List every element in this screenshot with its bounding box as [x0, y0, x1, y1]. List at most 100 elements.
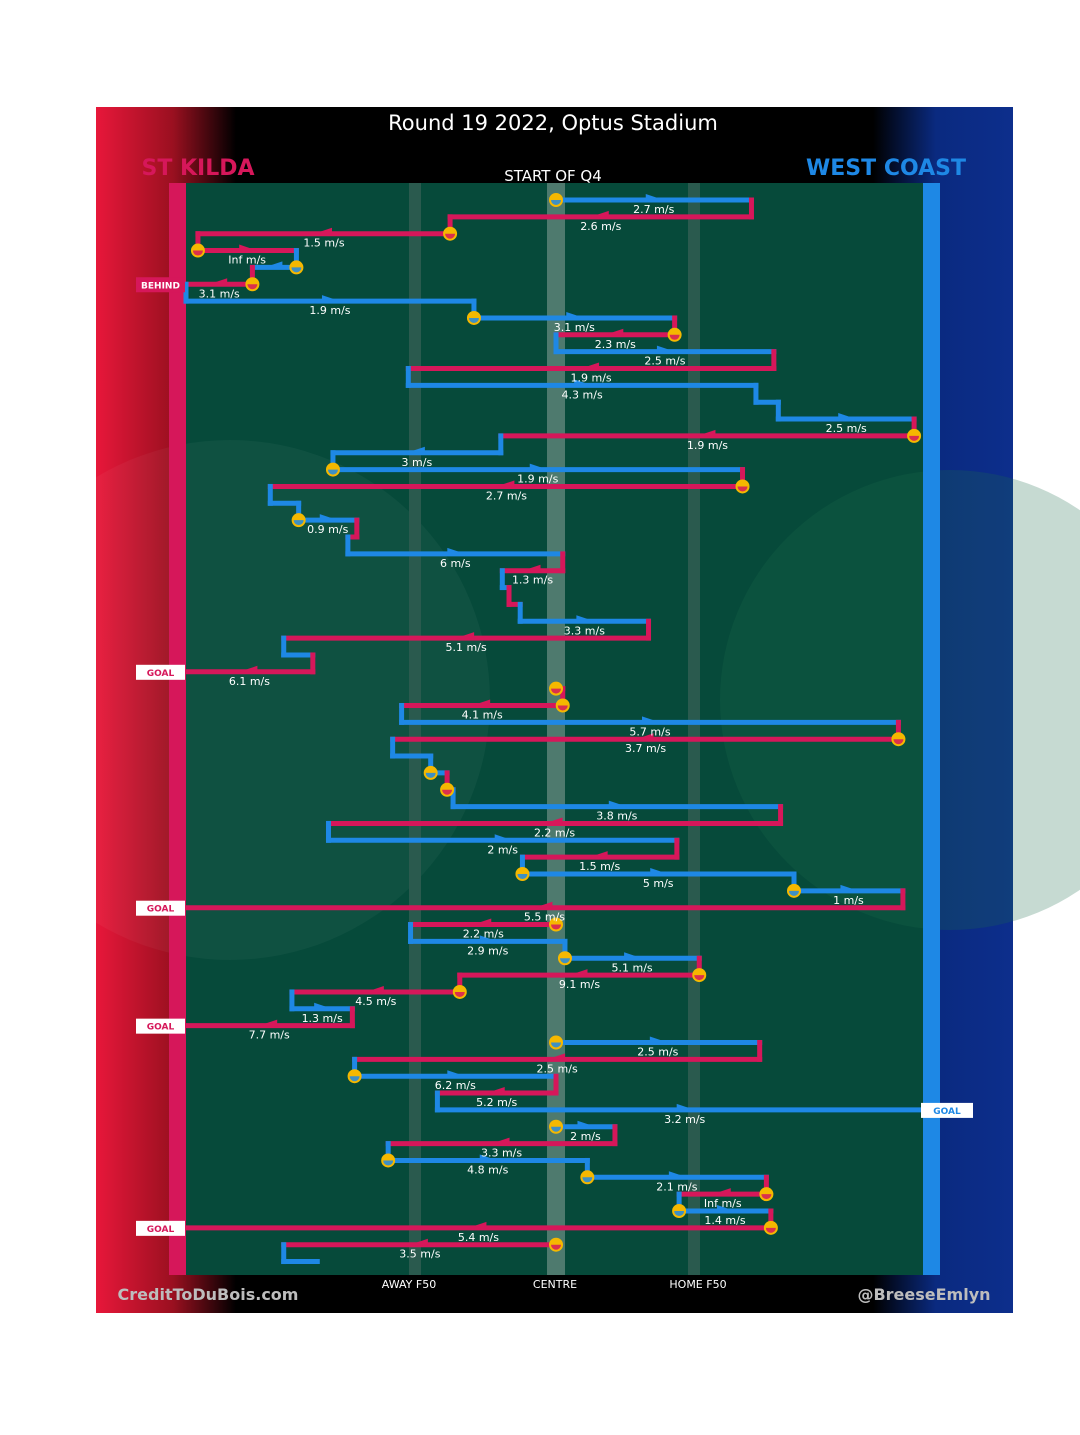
chain-arrow: [406, 446, 425, 454]
speed-label: 6 m/s: [440, 557, 471, 570]
stoppage-marker-ring: [440, 782, 455, 797]
speed-label: 3.1 m/s: [554, 321, 595, 334]
stoppage-marker-ring: [759, 1187, 774, 1202]
markers-layer: [190, 193, 922, 1252]
chain-arrow: [569, 969, 588, 977]
speed-label: 6.2 m/s: [435, 1079, 476, 1092]
chain-arrow: [544, 817, 563, 825]
event-label: GOAL: [147, 905, 175, 915]
stoppage-marker-ring: [452, 984, 467, 999]
chain-arrow: [447, 547, 466, 555]
stoppage-marker-ring: [891, 732, 906, 747]
event-tag: [136, 1018, 185, 1034]
speed-label: 1.3 m/s: [302, 1012, 343, 1025]
chain-arrow: [605, 328, 624, 336]
stoppage-marker-ring: [549, 1035, 564, 1050]
chain-arrow: [712, 1188, 731, 1196]
chain-arrow: [635, 733, 654, 741]
event-tag: [136, 664, 185, 680]
stoppage-marker-ring: [549, 917, 564, 932]
stoppage-marker-ring: [557, 951, 572, 966]
chain-arrow: [314, 227, 333, 235]
credit-right: @BreeseEmlyn: [857, 1285, 990, 1304]
chain-arrow: [473, 918, 492, 926]
chain-arrow: [577, 1120, 596, 1128]
chain-arrow: [716, 1205, 735, 1212]
speed-label: 1.9 m/s: [570, 372, 611, 385]
speed-label: 4.3 m/s: [562, 388, 603, 401]
left-team-name: ST KILDA: [141, 156, 254, 181]
speed-label: 2.5 m/s: [537, 1062, 578, 1075]
chain-arrow: [321, 295, 340, 303]
speed-label: 3 m/s: [402, 456, 433, 469]
stoppage-marker-ring: [672, 1204, 687, 1218]
speed-label: 2.2 m/s: [534, 826, 575, 839]
chain-arrow: [468, 1221, 487, 1229]
stoppage-marker-ring: [735, 479, 750, 494]
event-tag: [921, 1102, 973, 1118]
speed-label: 1.4 m/s: [704, 1214, 745, 1227]
speed-label: 7.7 m/s: [249, 1029, 290, 1042]
chain-arrow: [319, 514, 338, 522]
chain-arrow: [239, 665, 258, 673]
stoppage-marker-ring: [466, 310, 481, 325]
speed-label: 4.8 m/s: [467, 1163, 508, 1176]
chain-arrow: [697, 429, 716, 437]
stoppage-marker-ring: [692, 968, 707, 983]
chain-arrow: [581, 362, 600, 370]
chain-arrow: [479, 1154, 498, 1162]
chains-layer: [183, 194, 935, 1265]
speed-label: 5.4 m/s: [458, 1231, 499, 1244]
stoppage-marker-ring: [786, 883, 801, 898]
chain-arrow: [676, 1103, 695, 1111]
chain-arrow: [259, 1019, 278, 1027]
speed-label: 2.6 m/s: [580, 220, 621, 233]
speed-label: 4.1 m/s: [462, 709, 503, 722]
event-tag: [136, 277, 185, 293]
speed-label: 1.9 m/s: [687, 439, 728, 452]
speed-label: 2.2 m/s: [463, 928, 504, 941]
speed-label: 1.3 m/s: [512, 574, 553, 587]
chain-arrow: [608, 800, 627, 808]
stoppage-marker-ring: [549, 681, 564, 696]
chain-arrow: [624, 952, 643, 960]
st-kilda-goal-line: [169, 183, 186, 1275]
stoppage-marker-ring: [289, 260, 304, 275]
stoppage-marker-ring: [555, 698, 570, 713]
chain-arrow: [668, 1171, 687, 1179]
labels-layer: 2.7 m/s 2.6 m/s 1.5 m/s Inf m/s 3.1 m/s 1.9 m…: [199, 203, 867, 1261]
chain-arrow: [365, 985, 384, 993]
stoppage-marker-ring: [907, 428, 922, 443]
speed-label: 2.3 m/s: [595, 338, 636, 351]
chain-arrow: [472, 699, 491, 707]
speed-label: 5 m/s: [643, 877, 674, 890]
chain-arrow: [486, 1087, 505, 1095]
credit-left: CreditToDuBois.com: [118, 1285, 299, 1304]
chain-arrow: [239, 244, 258, 252]
watermark-left: [0, 440, 490, 960]
away-f50-band: [409, 183, 421, 1275]
speed-label: 6.1 m/s: [229, 675, 270, 688]
home-f50-band: [688, 183, 700, 1275]
stoppage-marker-ring: [423, 765, 438, 780]
chain-arrow: [840, 884, 859, 892]
chain-arrow: [447, 1070, 466, 1078]
stoppage-marker-ring: [549, 1119, 564, 1134]
speed-label: 0.9 m/s: [307, 523, 348, 536]
stoppage-marker-ring: [667, 327, 682, 342]
chain-arrow: [574, 379, 593, 387]
chain-arrow: [649, 1036, 668, 1044]
stoppage-marker-ring: [325, 462, 340, 477]
right-team-name: WEST COAST: [806, 156, 966, 181]
stoppage-marker-ring: [580, 1170, 595, 1185]
speed-label: 5.5 m/s: [524, 911, 565, 924]
chain-arrow: [529, 463, 548, 471]
tick-away-f50: AWAY F50: [382, 1278, 436, 1291]
speed-label: 3.5 m/s: [399, 1248, 440, 1261]
chain-arrow: [409, 1238, 428, 1246]
watermark-right: [720, 470, 1080, 930]
chain-arrow: [479, 935, 498, 943]
chain-arrow: [264, 261, 283, 269]
speed-label: 2 m/s: [487, 843, 518, 856]
